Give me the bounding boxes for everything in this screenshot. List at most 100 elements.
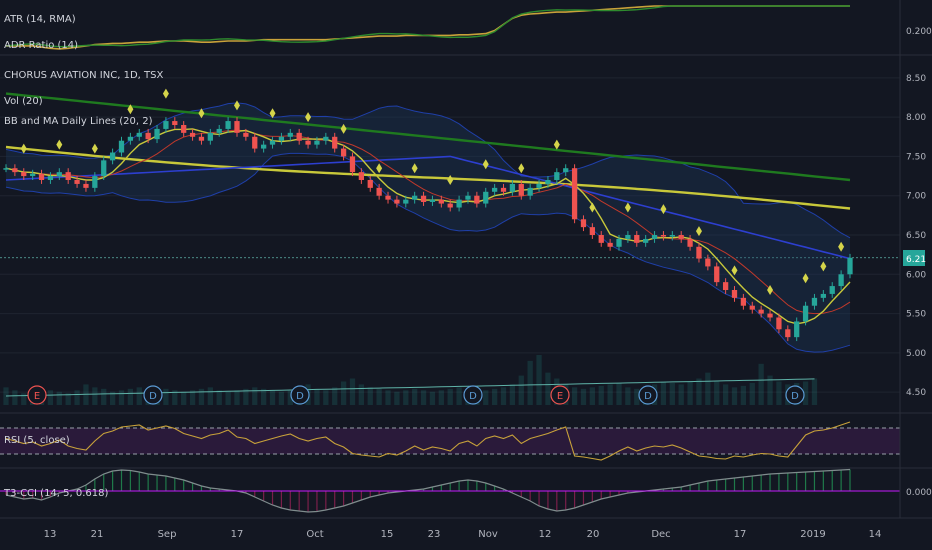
event-letter: D xyxy=(296,391,304,402)
volume-bar xyxy=(74,390,80,405)
volume-bar xyxy=(12,390,18,405)
volume-bar xyxy=(269,390,276,405)
candle xyxy=(305,140,311,145)
candle xyxy=(127,136,134,141)
signal-diamond xyxy=(447,175,454,185)
event-marker xyxy=(143,385,163,405)
candle xyxy=(643,238,649,243)
volume-bar xyxy=(127,388,134,405)
candle xyxy=(563,168,569,173)
time-tick: Oct xyxy=(306,529,323,540)
volume-bar xyxy=(625,387,631,405)
candle xyxy=(598,235,604,243)
rsi-plot xyxy=(5,421,851,461)
volume-bar xyxy=(216,390,222,405)
atr-panel[interactable]: ATR (14, RMA) ADR Ratio (14) 0.2000 xyxy=(4,5,932,51)
candle xyxy=(678,235,684,239)
candle xyxy=(47,176,54,180)
candle xyxy=(438,199,444,204)
volume-bar xyxy=(314,388,320,405)
price-tick: 4.50 xyxy=(906,388,926,398)
candle xyxy=(225,121,231,129)
price-tick: 7.00 xyxy=(906,192,926,202)
candle xyxy=(323,136,329,141)
event-marker xyxy=(550,385,570,405)
volume-bar xyxy=(429,391,436,405)
cci-title: T3-CCI (14, 5, 0.618) xyxy=(3,488,109,499)
bb-title: BB and MA Daily Lines (20, 2) xyxy=(4,116,153,127)
volume-bar xyxy=(598,385,604,405)
time-tick: 2019 xyxy=(800,529,825,540)
candle xyxy=(376,187,382,196)
signal-diamond xyxy=(305,112,312,123)
candle xyxy=(607,242,613,247)
candle xyxy=(287,132,293,137)
volume-bar xyxy=(776,381,782,405)
volume-bar xyxy=(491,388,498,405)
candle xyxy=(118,140,125,153)
volume-bar xyxy=(367,387,373,405)
candle xyxy=(811,297,818,306)
candle xyxy=(651,235,658,239)
signal-diamond xyxy=(91,143,98,154)
candle xyxy=(109,152,116,161)
volume-bar xyxy=(340,381,347,405)
signal-diamond xyxy=(340,123,347,134)
candle xyxy=(412,195,418,200)
candle xyxy=(838,274,844,287)
candle xyxy=(172,121,178,125)
volume-bar xyxy=(358,384,365,405)
volume-bar xyxy=(261,388,267,405)
volume-bar xyxy=(252,387,258,405)
volume-bar xyxy=(92,387,98,405)
volume-bar xyxy=(323,390,329,405)
volume-bar xyxy=(580,388,587,405)
candle xyxy=(705,258,711,267)
volume-bar xyxy=(749,382,755,405)
cci-panel[interactable]: T3-CCI (14, 5, 0.618) 0.0000 xyxy=(0,468,932,513)
volume-bar xyxy=(634,388,640,405)
atr-title: ATR (14, RMA) xyxy=(4,14,76,25)
candle xyxy=(367,180,373,188)
candle xyxy=(545,180,551,184)
price-panel[interactable]: CHORUS AVIATION INC, 1D, TSX Vol (20) BB… xyxy=(0,70,926,405)
candle xyxy=(669,235,675,237)
time-tick: 13 xyxy=(44,529,57,540)
volume-title: Vol (20) xyxy=(4,96,43,107)
symbol-title: CHORUS AVIATION INC, 1D, TSX xyxy=(4,70,163,81)
event-marker xyxy=(463,385,483,405)
candle xyxy=(92,176,98,188)
ma-red xyxy=(5,129,851,315)
time-tick: 21 xyxy=(91,529,104,540)
volume-bar xyxy=(527,360,533,405)
candle xyxy=(509,183,516,192)
signal-diamond xyxy=(269,108,276,119)
candle xyxy=(56,172,62,177)
volume-bar xyxy=(616,382,622,405)
volume-bar xyxy=(696,378,702,405)
event-marker xyxy=(638,385,658,405)
ma-blue xyxy=(5,155,851,260)
signal-diamond xyxy=(376,163,383,174)
time-tick: 15 xyxy=(381,529,394,540)
rsi-line xyxy=(5,421,851,461)
candle xyxy=(794,321,800,338)
event-letter: E xyxy=(557,391,563,402)
signal-diamond xyxy=(20,143,27,154)
time-tick: 14 xyxy=(869,529,882,540)
candle xyxy=(65,172,71,180)
candle xyxy=(349,156,356,173)
price-tick: 8.00 xyxy=(906,113,926,123)
cci-line xyxy=(5,468,851,513)
volume-bar xyxy=(109,391,116,405)
volume-bar xyxy=(225,391,231,405)
long-ma-green xyxy=(5,92,851,182)
candle xyxy=(456,199,462,208)
price-tick: 6.00 xyxy=(906,270,926,280)
volume-bar xyxy=(722,384,729,405)
signal-diamond xyxy=(731,265,738,276)
rsi-panel[interactable]: RSI (5, close) xyxy=(0,421,900,461)
volume-bar xyxy=(47,390,54,405)
candle xyxy=(491,187,498,192)
